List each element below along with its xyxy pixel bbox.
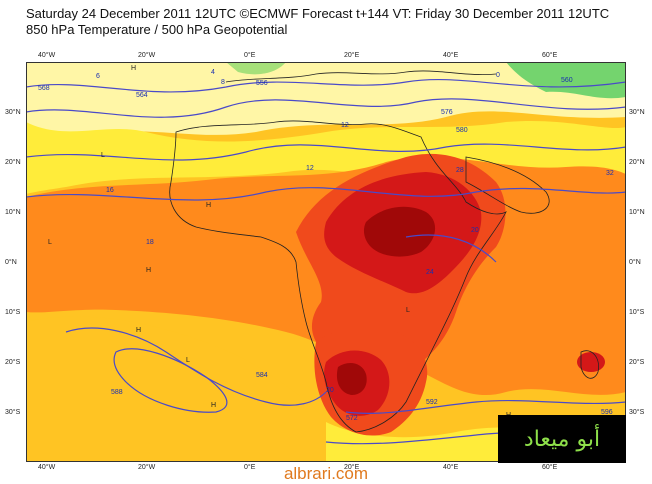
watermark-badge: أبو ميعاد [498,415,626,463]
lat-label: 10°N [629,209,645,216]
map-frame [26,62,626,462]
lon-label: 40°E [443,464,459,471]
contour-label: 20 [326,387,334,394]
contour-label: 12 [306,165,314,172]
map-title-line2: 850 hPa Temperature / 500 hPa Geopotenti… [26,22,288,37]
lat-label: 10°N [5,209,21,216]
contour-label: 20 [471,227,479,234]
lon-label: 20°E [344,464,360,471]
lat-label: 0°N [5,259,17,266]
contour-label: 16 [106,187,114,194]
contour-label: 556 [256,80,268,87]
contour-label: 572 [346,415,358,422]
lat-label: 0°N [629,259,641,266]
lon-label: 40°W [38,464,56,471]
contour-label: 8 [221,79,225,86]
low-center: L [406,307,410,314]
temp-zone-south-darkred [336,362,367,395]
low-center: L [101,152,105,159]
temp-zone-cold-small [226,62,286,75]
watermark-credit[interactable]: albrari.com [283,464,369,483]
temp-zone-madagascar [577,352,605,372]
temp-zone-darkred [363,206,436,257]
high-center: H [136,327,141,334]
lon-label: 60°E [542,52,558,59]
high-center: H [206,202,211,209]
contour-label: 564 [136,92,148,99]
contour-label: 580 [456,127,468,134]
lat-label: 30°N [5,109,21,116]
contour-labels: 568 564 556 576 580 560 588 584 572 592 … [38,69,614,422]
temp-zone-cold [506,62,626,99]
contour-label: 12 [341,122,349,129]
lat-axis-right: 30°N 20°N 10°N 0°N 10°S 20°S 30°S [629,62,651,462]
coast-arabia [465,156,550,214]
contour-label: 584 [256,372,268,379]
contour-label: 32 [606,170,614,177]
temp-zone-south-atlantic [26,316,326,462]
lon-label: 0°E [244,52,256,59]
contour-label: 592 [426,399,438,406]
lat-label: 20°N [629,159,645,166]
contour-label: 596 [601,409,613,416]
lat-label: 20°S [629,359,645,366]
lat-label: 10°S [629,309,645,316]
coast-mediterranean [225,70,497,83]
contour-label: 0 [496,72,500,79]
lon-label: 20°E [344,52,360,59]
low-center: L [186,357,190,364]
contour-label: 4 [211,69,215,76]
lat-label: 30°S [629,409,645,416]
lat-label: 20°S [5,359,21,366]
lon-label: 60°E [542,464,558,471]
lon-label: 40°W [38,52,56,59]
contour-label: 18 [146,239,154,246]
low-center: L [48,239,52,246]
lon-axis-bottom: 40°W 20°W 0°E 20°E 40°E 60°E [26,464,626,474]
lat-axis-left: 30°N 20°N 10°N 0°N 10°S 20°S 30°S [5,62,26,462]
temp-zone-pale [26,62,626,147]
contour-label: 6 [96,73,100,80]
contour-label: 560 [561,77,573,84]
coast-africa [169,120,507,433]
lon-label: 20°W [138,52,156,59]
lat-label: 10°S [5,309,21,316]
contour-label: 24 [426,269,434,276]
coastlines [169,70,599,433]
contour-label: 568 [38,85,50,92]
contour-label: 588 [111,389,123,396]
lon-axis-top: 40°W 20°W 0°E 20°E 40°E 60°E [26,52,626,62]
contour-label: 28 [456,167,464,174]
lat-label: 30°N [629,109,645,116]
lat-label: 20°N [5,159,21,166]
high-center: H [211,402,216,409]
high-center: H [146,267,151,274]
lat-label: 30°S [5,409,21,416]
lon-label: 40°E [443,52,459,59]
forecast-map: 568 564 556 576 580 560 588 584 572 592 … [26,62,626,462]
lon-label: 20°W [138,464,156,471]
lon-label: 0°E [244,464,256,471]
contour-label: 576 [441,109,453,116]
map-title-line1: Saturday 24 December 2011 12UTC ©ECMWF F… [26,6,610,21]
high-center: H [131,65,136,72]
coast-madagascar [580,350,599,379]
